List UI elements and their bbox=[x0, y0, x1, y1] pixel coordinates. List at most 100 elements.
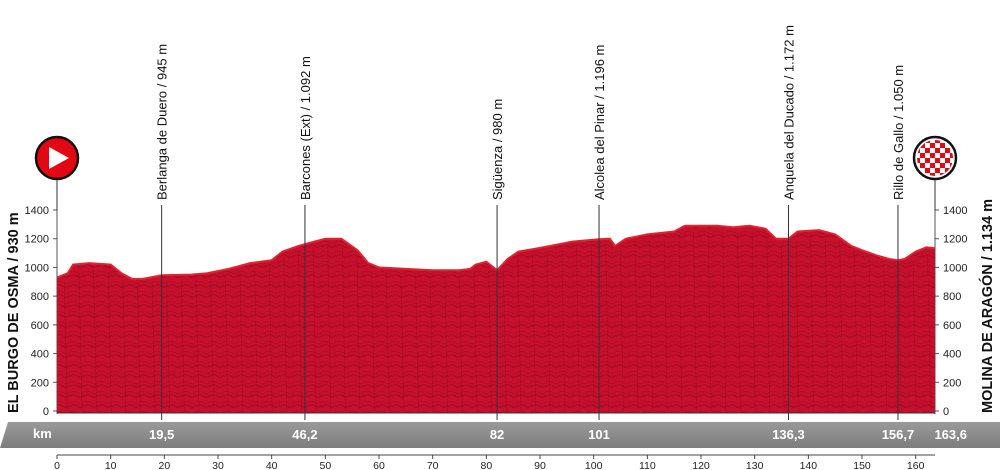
y-tick-label-right-1400: 1400 bbox=[943, 205, 967, 217]
checker-square bbox=[940, 143, 945, 148]
x-tick-label-60: 60 bbox=[373, 460, 385, 470]
x-tick-label-160: 160 bbox=[907, 460, 925, 470]
checker-square bbox=[950, 173, 953, 176]
y-tick-label-right-0: 0 bbox=[943, 406, 949, 418]
checker-square bbox=[935, 168, 940, 173]
checker-square bbox=[945, 168, 950, 173]
checker-square bbox=[930, 153, 935, 158]
relief-stroke bbox=[898, 266, 902, 412]
landmark-label-5: Rillo de Gallo / 1.050 m bbox=[891, 65, 906, 200]
relief-stroke bbox=[766, 235, 771, 412]
finish-location-label: MOLINA DE ARAGÓN / 1.134 m bbox=[978, 199, 996, 413]
relief-stroke bbox=[93, 269, 97, 412]
relief-stroke bbox=[751, 232, 756, 412]
x-tick-label-150: 150 bbox=[853, 460, 871, 470]
relief-stroke bbox=[722, 232, 727, 412]
y-tick-label-right-600: 600 bbox=[943, 320, 961, 332]
checker-square bbox=[920, 153, 925, 158]
checker-square bbox=[950, 153, 953, 158]
relief-stroke bbox=[342, 245, 346, 412]
relief-stroke bbox=[620, 248, 624, 412]
checker-square bbox=[945, 148, 950, 153]
relief-stroke bbox=[590, 245, 595, 412]
relief-stroke bbox=[137, 284, 141, 412]
checker-square bbox=[925, 148, 930, 153]
relief-stroke bbox=[356, 255, 361, 412]
checker-square bbox=[925, 168, 930, 173]
relief-stroke bbox=[415, 275, 419, 412]
x-tick-label-20: 20 bbox=[158, 460, 170, 470]
landmark-label-1: Barcones (Ext) / 1.092 m bbox=[298, 56, 313, 200]
relief-stroke bbox=[810, 236, 814, 412]
relief-stroke bbox=[532, 255, 536, 412]
landmark-label-0: Berlanga de Duero / 945 m bbox=[155, 44, 170, 200]
km-unit-label: km bbox=[33, 426, 52, 441]
checker-square bbox=[935, 140, 940, 143]
x-ticks: 0 10 20 30 40 50 60 70 80 90 100 110 120 130 140 150 160 bbox=[54, 455, 925, 470]
relief-stroke bbox=[181, 280, 185, 412]
landmark-label-3: Alcolea del Pinar / 1.196 m bbox=[592, 45, 607, 200]
checker-square bbox=[935, 148, 940, 153]
y-tick-label-left-1200: 1200 bbox=[25, 234, 49, 246]
checker-square bbox=[940, 153, 945, 158]
elevation-profile bbox=[56, 224, 936, 414]
checker-square bbox=[935, 158, 940, 163]
relief-stroke bbox=[927, 253, 931, 412]
relief-stroke bbox=[107, 270, 112, 412]
relief-stroke bbox=[268, 266, 273, 412]
relief-stroke bbox=[254, 268, 258, 412]
y-tick-label-left-800: 800 bbox=[31, 291, 49, 303]
y-ticks-left: 0 200 400 600 800 1000 1200 1400 bbox=[25, 205, 57, 418]
y-tick-label-right-1200: 1200 bbox=[943, 234, 967, 246]
relief-stroke bbox=[649, 240, 653, 412]
relief-stroke bbox=[327, 244, 332, 412]
relief-stroke bbox=[224, 275, 229, 412]
relief-stroke bbox=[385, 273, 390, 412]
x-tick-label-50: 50 bbox=[319, 460, 331, 470]
relief-stroke bbox=[854, 253, 858, 412]
relief-stroke bbox=[78, 270, 83, 412]
y-tick-label-left-200: 200 bbox=[31, 377, 49, 389]
relief-stroke bbox=[912, 259, 917, 412]
relief-stroke bbox=[195, 280, 200, 412]
relief-stroke bbox=[605, 244, 610, 412]
checker-square bbox=[917, 158, 920, 163]
km-band-label-4: 136,3 bbox=[772, 427, 805, 442]
relief-stroke bbox=[312, 247, 317, 412]
y-tick-label-left-600: 600 bbox=[31, 320, 49, 332]
relief-stroke bbox=[400, 274, 405, 412]
relief-stroke bbox=[693, 231, 697, 412]
y-tick-label-left-1400: 1400 bbox=[25, 205, 49, 217]
checker-square bbox=[930, 163, 935, 168]
relief-stroke bbox=[371, 270, 375, 412]
relief-stroke bbox=[883, 263, 888, 412]
relief-stroke bbox=[166, 281, 171, 412]
relief-stroke bbox=[283, 257, 288, 412]
relief-stroke bbox=[546, 252, 551, 412]
relief-stroke bbox=[488, 269, 492, 412]
y-tick-label-right-200: 200 bbox=[943, 377, 961, 389]
y-tick-label-left-400: 400 bbox=[31, 349, 49, 361]
y-tick-label-right-800: 800 bbox=[943, 291, 961, 303]
km-band-label-6: 163,6 bbox=[934, 427, 967, 442]
km-band-label-5: 156,7 bbox=[882, 427, 915, 442]
relief-stroke bbox=[239, 271, 244, 412]
relief-stroke bbox=[824, 237, 829, 412]
x-tick-label-30: 30 bbox=[212, 460, 224, 470]
profile-ridge-line bbox=[56, 224, 936, 280]
relief-stroke bbox=[561, 249, 566, 412]
checker-square bbox=[940, 163, 945, 168]
relief-stroke bbox=[868, 258, 873, 412]
y-tick-label-right-1000: 1000 bbox=[943, 262, 967, 274]
relief-stroke bbox=[781, 244, 785, 412]
relief-stroke bbox=[503, 269, 507, 412]
x-tick-label-10: 10 bbox=[105, 460, 117, 470]
relief-stroke bbox=[298, 251, 302, 412]
checker-square bbox=[925, 158, 930, 163]
relief-stroke bbox=[459, 276, 463, 412]
y-ticks-right: 0 200 400 600 800 1000 1200 1400 bbox=[935, 205, 967, 418]
x-tick-label-100: 100 bbox=[585, 460, 603, 470]
checker-square bbox=[920, 163, 925, 168]
km-band-label-0: 19,5 bbox=[149, 427, 174, 442]
